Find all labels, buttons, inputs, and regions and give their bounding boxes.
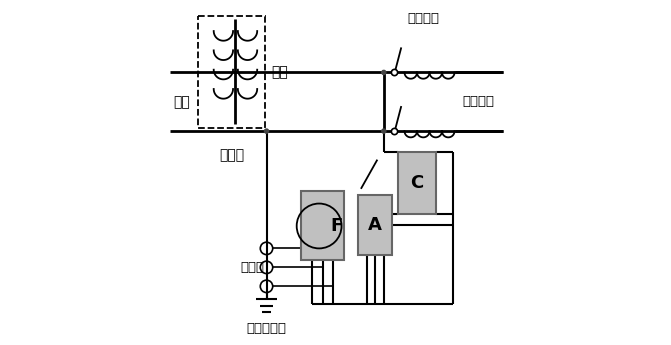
Text: 主開閉器: 主開閉器 [407, 12, 440, 26]
Text: C: C [410, 174, 423, 192]
Circle shape [264, 129, 268, 133]
Text: 変流器: 変流器 [241, 261, 265, 274]
Circle shape [382, 70, 386, 75]
Bar [197, 16, 265, 128]
Text: F: F [330, 217, 342, 235]
Bar [301, 191, 344, 260]
Circle shape [382, 129, 386, 133]
Text: 高圧: 高圧 [174, 95, 191, 109]
Bar [398, 152, 435, 214]
Text: Ｂ種接地線: Ｂ種接地線 [246, 322, 287, 335]
Text: 変圧器: 変圧器 [219, 148, 244, 162]
Text: 負荷回路: 負荷回路 [463, 95, 495, 108]
Bar [358, 195, 393, 255]
Text: A: A [368, 216, 382, 234]
Text: 低圧: 低圧 [272, 66, 289, 79]
